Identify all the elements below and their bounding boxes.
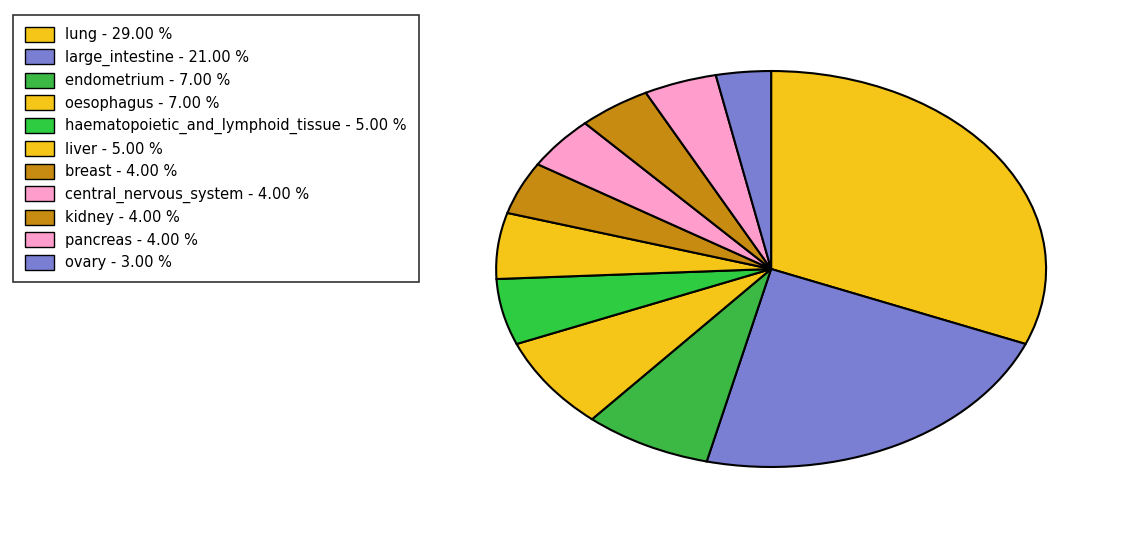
Wedge shape [538,123,771,269]
Wedge shape [646,75,771,269]
Wedge shape [716,71,771,269]
Wedge shape [497,213,771,279]
Wedge shape [706,269,1025,467]
Wedge shape [771,71,1046,344]
Wedge shape [507,164,771,269]
Wedge shape [585,93,771,269]
Wedge shape [592,269,771,462]
Wedge shape [517,269,771,419]
Legend: lung - 29.00 %, large_intestine - 21.00 %, endometrium - 7.00 %, oesophagus - 7.: lung - 29.00 %, large_intestine - 21.00 … [12,16,418,282]
Wedge shape [497,269,771,344]
